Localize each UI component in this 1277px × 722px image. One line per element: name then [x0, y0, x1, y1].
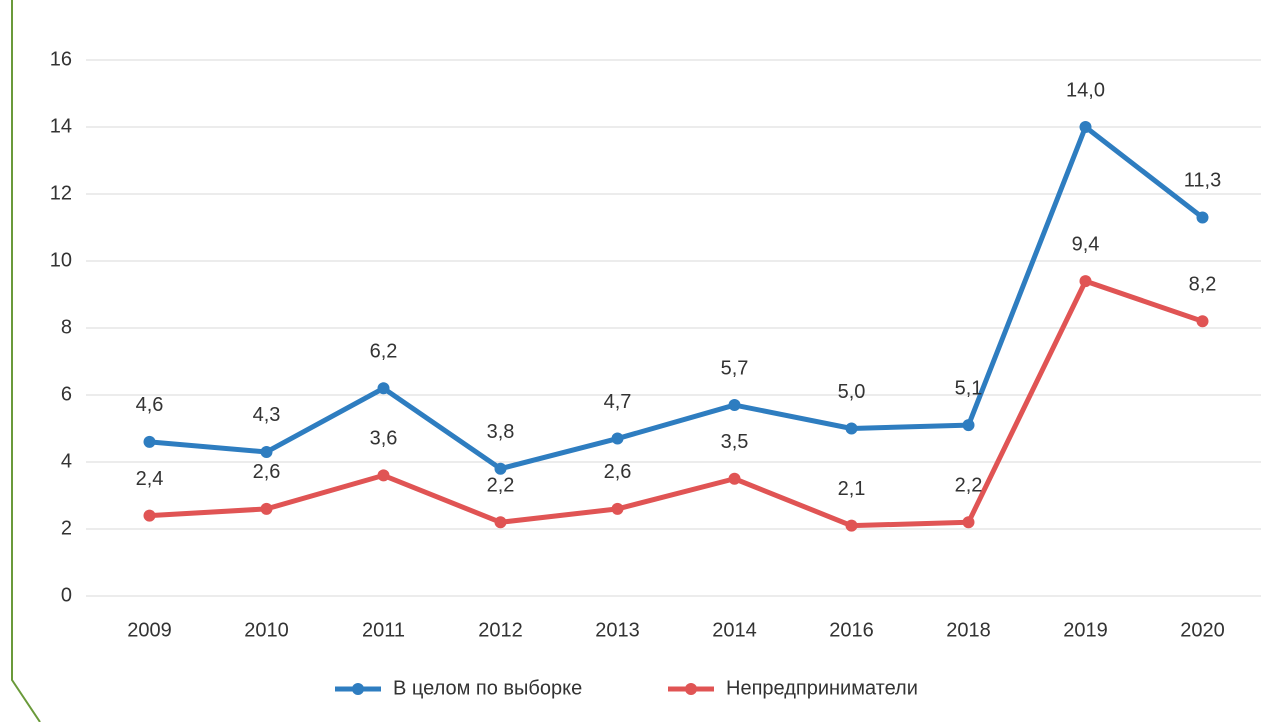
- y-tick-label: 4: [61, 450, 72, 472]
- y-tick-label: 0: [61, 584, 72, 606]
- data-label: 5,7: [721, 357, 749, 379]
- data-label: 4,7: [604, 391, 632, 413]
- x-tick-label: 2020: [1180, 619, 1225, 641]
- data-label: 2,1: [838, 478, 866, 500]
- data-point: [143, 509, 156, 522]
- y-tick-label: 16: [50, 48, 72, 70]
- data-label: 2,2: [487, 475, 515, 497]
- data-point: [260, 445, 273, 458]
- data-label: 4,3: [253, 404, 281, 426]
- legend-label: В целом по выборке: [393, 677, 582, 699]
- data-label: 11,3: [1184, 170, 1221, 192]
- data-point: [1196, 211, 1209, 224]
- data-label: 5,1: [955, 377, 983, 399]
- legend-label: Непредприниматели: [726, 677, 918, 699]
- data-point: [1079, 275, 1092, 288]
- x-tick-label: 2011: [362, 619, 405, 641]
- data-point: [728, 399, 741, 412]
- data-label: 9,4: [1072, 233, 1100, 255]
- data-point: [377, 469, 390, 482]
- data-point: [845, 519, 858, 532]
- y-tick-label: 6: [61, 383, 72, 405]
- data-point: [143, 435, 156, 448]
- data-label: 4,6: [136, 394, 164, 416]
- data-point: [377, 382, 390, 395]
- series-line: [149, 278, 1204, 529]
- data-label: 3,8: [487, 421, 515, 443]
- y-tick-label: 8: [61, 316, 72, 338]
- data-point: [611, 502, 624, 515]
- x-tick-label: 2012: [478, 619, 523, 641]
- data-point: [1079, 121, 1092, 133]
- y-tick-label: 12: [50, 182, 72, 204]
- data-point: [260, 502, 273, 515]
- data-label: 2,6: [604, 461, 632, 483]
- data-label: 2,2: [955, 475, 983, 497]
- x-tick-label: 2016: [829, 619, 874, 641]
- data-point: [845, 422, 858, 435]
- data-point: [611, 432, 624, 445]
- data-label: 8,2: [1189, 274, 1217, 296]
- x-tick-label: 2009: [127, 619, 172, 641]
- data-point: [494, 516, 507, 529]
- data-label: 3,6: [370, 428, 398, 450]
- frame-border: [11, 0, 41, 722]
- x-tick-label: 2014: [712, 619, 757, 641]
- data-label: 14,0: [1066, 79, 1105, 101]
- y-tick-label: 14: [50, 115, 72, 137]
- data-point: [1196, 315, 1209, 328]
- y-tick-label: 10: [50, 249, 72, 271]
- data-label: 2,4: [136, 468, 164, 490]
- data-label: 2,6: [253, 461, 281, 483]
- x-tick-label: 2010: [244, 619, 289, 641]
- data-label: 3,5: [721, 431, 749, 453]
- x-tick-label: 2019: [1063, 619, 1108, 641]
- series-line: [149, 124, 1205, 472]
- legend-marker: [352, 683, 364, 695]
- legend-marker: [685, 683, 697, 695]
- data-point: [962, 419, 975, 432]
- data-point: [728, 472, 741, 485]
- data-point: [494, 462, 507, 475]
- x-tick-label: 2018: [946, 619, 991, 641]
- x-tick-label: 2013: [595, 619, 640, 641]
- data-label: 5,0: [838, 381, 866, 403]
- data-label: 6,2: [370, 341, 398, 363]
- data-point: [962, 516, 975, 529]
- y-tick-label: 2: [61, 517, 72, 539]
